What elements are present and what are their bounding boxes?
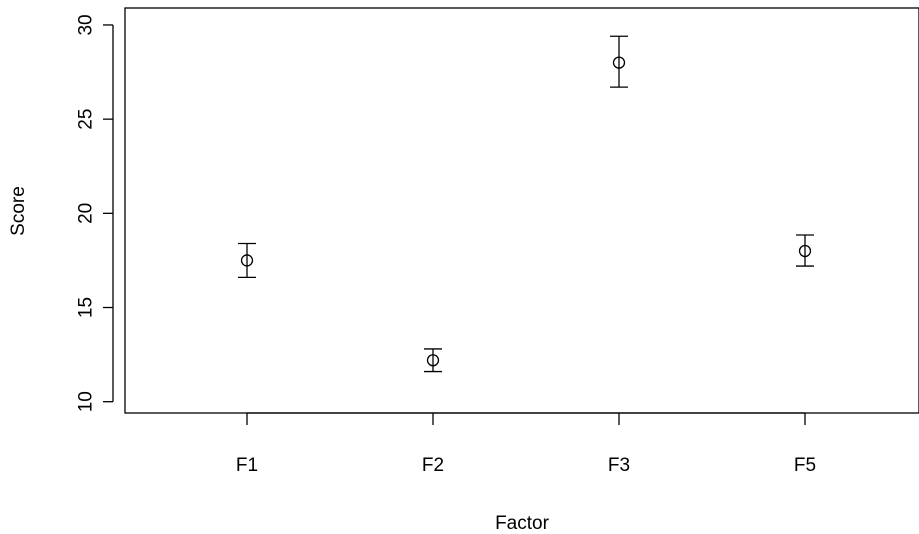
plot-frame [124, 7, 919, 414]
x-tick-label: F1 [236, 455, 258, 476]
data-point [426, 354, 440, 367]
x-axis: F1 F2 F3 F5 [236, 412, 816, 476]
y-tick-label: 20 [76, 203, 97, 224]
x-tick-label: F3 [608, 455, 630, 476]
y-tick-label: 30 [76, 14, 97, 35]
y-tick-label: 15 [76, 297, 97, 318]
data-point [240, 254, 254, 267]
y-axis: 10 15 20 25 30 [76, 14, 114, 412]
x-tick-label: F5 [794, 455, 816, 476]
y-tick-label: 10 [76, 391, 97, 412]
x-tick-label: F2 [422, 455, 444, 476]
x-axis-label: Factor [495, 513, 550, 534]
data-point [612, 56, 626, 69]
y-axis-label: Score [8, 186, 29, 236]
data-point [798, 244, 812, 258]
data-marks [238, 35, 814, 373]
y-tick-label: 25 [76, 109, 97, 130]
